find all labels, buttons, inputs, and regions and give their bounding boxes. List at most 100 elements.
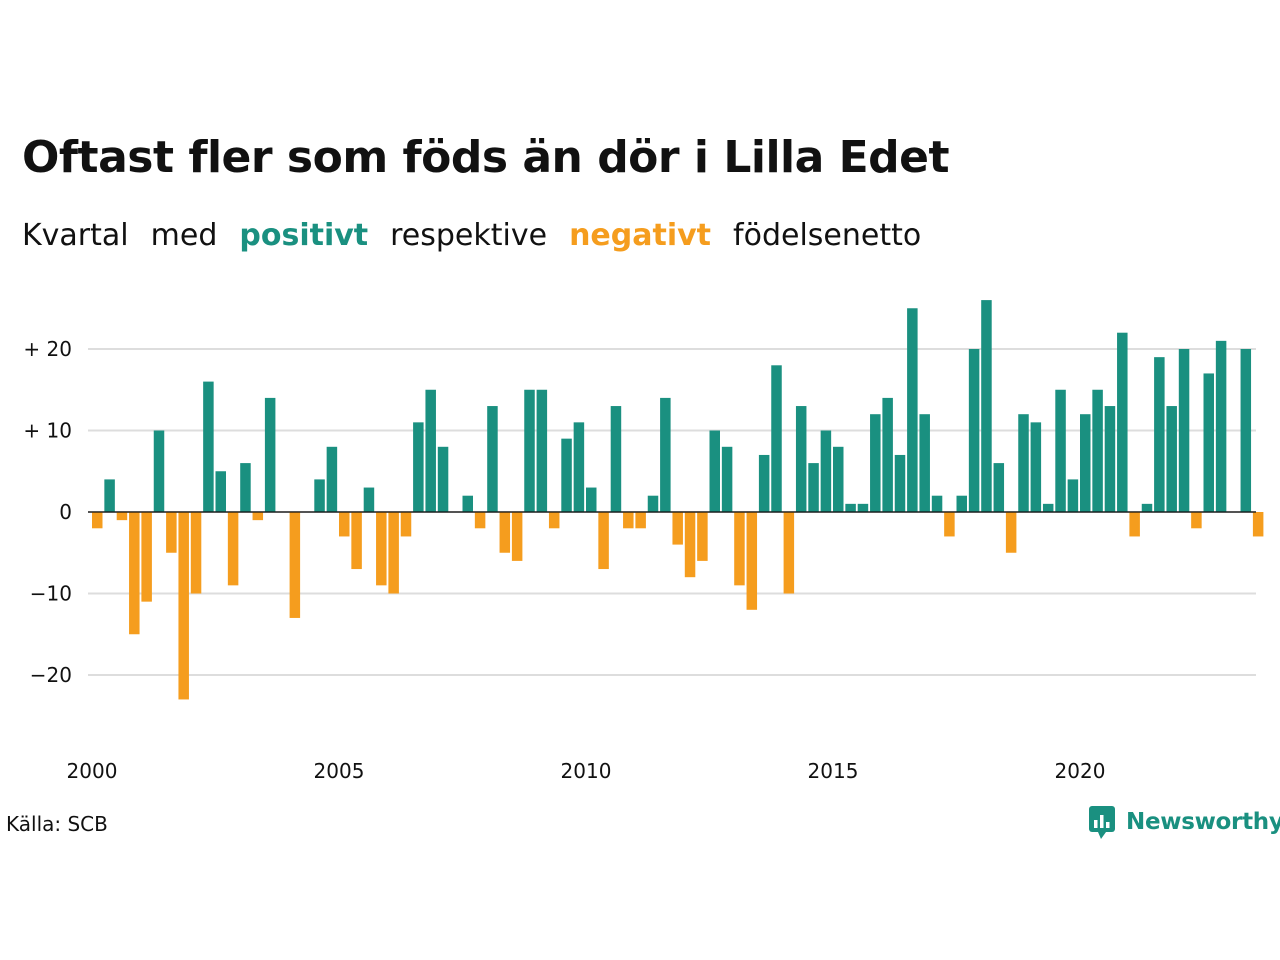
bar: [363, 487, 375, 512]
y-tick-label: −20: [30, 663, 72, 687]
bar: [1117, 332, 1128, 512]
bar: [141, 512, 152, 602]
bar: [376, 512, 387, 586]
bar: [1141, 503, 1153, 512]
bar: [660, 397, 671, 512]
chart-title: Oftast fler som föds än dör i Lilla Edet: [22, 132, 950, 183]
bar: [548, 512, 560, 529]
bar: [783, 512, 795, 594]
bar: [1104, 406, 1116, 512]
bar: [462, 495, 473, 512]
bar: [388, 512, 399, 594]
bar: [511, 512, 523, 561]
bar: [919, 414, 930, 512]
chart-subtitle: Kvartal med positivt respektive negativt föde…: [22, 218, 943, 253]
bar: [833, 446, 844, 512]
source-note: Källa: SCB: [6, 812, 108, 836]
bar: [536, 389, 548, 512]
bar: [944, 512, 955, 537]
bar: [808, 463, 819, 512]
bar: [561, 438, 572, 512]
x-tick-label: 2015: [808, 759, 859, 783]
bar: [487, 406, 498, 512]
bar: [956, 495, 967, 512]
y-tick-label: −10: [30, 582, 72, 606]
bar: [721, 446, 733, 512]
subtitle-negative-label: negativt: [569, 218, 712, 253]
x-tick-label: 2020: [1055, 759, 1106, 783]
bar: [894, 454, 906, 512]
bar: [129, 512, 140, 635]
bar: [1191, 512, 1202, 529]
bar: [351, 512, 362, 570]
bar: [968, 349, 980, 512]
brand-name: Newsworthy: [1126, 809, 1280, 835]
bar-chart: + 20 + 10 0 −10 −20 2000 2005 2010 2015 2020: [23, 300, 1264, 783]
bar: [326, 446, 338, 512]
bar: [573, 422, 585, 512]
newsworthy-logo: Newsworthy: [1088, 804, 1280, 840]
subtitle-text-kvartal: Kvartal: [22, 218, 129, 253]
bar: [820, 430, 832, 512]
bar: [1042, 503, 1054, 512]
bar: [400, 512, 412, 537]
bar: [1240, 349, 1252, 512]
bar: [437, 446, 449, 512]
bar: [153, 430, 165, 512]
bar: [647, 495, 659, 512]
bar: [240, 463, 251, 512]
y-tick-label: + 20: [23, 337, 72, 361]
bar: [993, 463, 1005, 512]
bar: [709, 430, 720, 512]
bar: [1030, 422, 1042, 512]
bar: [166, 512, 177, 553]
bar: [1154, 357, 1165, 512]
subtitle-text-fodelsenetto: födelsenetto: [733, 218, 922, 253]
bar: [771, 365, 782, 512]
bar: [870, 414, 881, 512]
bar: [981, 300, 992, 512]
bar: [252, 512, 264, 521]
bar: [697, 512, 708, 561]
bar: [857, 503, 869, 512]
bar: [104, 479, 115, 512]
bar: [227, 512, 239, 586]
bar: [474, 512, 486, 529]
y-tick-label: + 10: [23, 419, 72, 443]
bar: [1129, 512, 1140, 537]
bar: [190, 512, 202, 594]
bar: [178, 512, 189, 700]
bar: [203, 381, 214, 512]
bar: [1067, 479, 1079, 512]
bar: [845, 503, 856, 512]
subtitle-positive-label: positivt: [239, 218, 369, 253]
bar: [586, 487, 597, 512]
bar: [758, 454, 770, 512]
bar: [672, 512, 683, 545]
bar: [1080, 414, 1091, 512]
bar: [1203, 373, 1214, 512]
bar: [215, 471, 226, 512]
bar: [339, 512, 350, 537]
bar: [746, 512, 758, 610]
bar: [610, 406, 622, 512]
y-tick-label: 0: [59, 500, 72, 524]
bar: [882, 397, 893, 512]
bar: [413, 422, 424, 512]
bar: [1005, 512, 1017, 553]
bar-chart-speech-bubble-icon: [1089, 806, 1115, 839]
bar: [1055, 389, 1066, 512]
x-tick-label: 2005: [314, 759, 365, 783]
bar: [684, 512, 696, 578]
bar: [1018, 414, 1029, 512]
subtitle-text-respektive: respektive: [390, 218, 548, 253]
bar: [795, 406, 807, 512]
bar: [116, 512, 128, 521]
bar: [314, 479, 325, 512]
subtitle-text-med: med: [150, 218, 218, 253]
bar: [1178, 349, 1190, 512]
bar: [425, 389, 436, 512]
bar: [734, 512, 745, 586]
bar: [907, 308, 918, 512]
bar: [623, 512, 634, 529]
